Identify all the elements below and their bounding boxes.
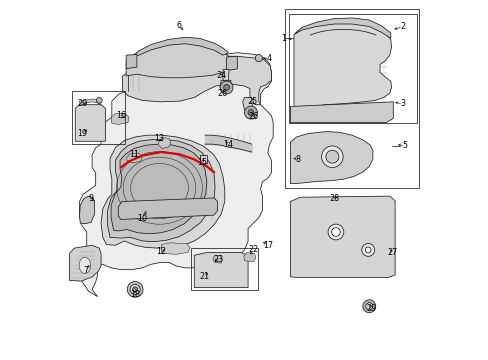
Ellipse shape [79,257,90,273]
Circle shape [362,300,375,313]
Circle shape [365,247,370,253]
Polygon shape [122,56,271,105]
Polygon shape [212,255,222,263]
Circle shape [255,54,262,62]
Polygon shape [101,135,224,248]
Text: 14: 14 [223,140,233,149]
Circle shape [220,81,233,94]
Text: 19: 19 [77,129,87,138]
Text: 28: 28 [329,194,339,203]
Text: 5: 5 [402,141,407,150]
Text: 25: 25 [247,96,257,105]
Polygon shape [158,138,171,148]
Polygon shape [294,18,390,39]
Polygon shape [226,56,237,71]
Circle shape [331,228,340,236]
Text: 12: 12 [156,247,166,256]
Circle shape [327,224,343,240]
Text: 4: 4 [266,54,271,63]
Polygon shape [80,99,101,105]
Polygon shape [131,37,228,58]
Polygon shape [126,153,142,163]
Polygon shape [75,105,105,141]
Polygon shape [80,53,273,297]
Bar [191,248,257,291]
Text: 20: 20 [77,99,87,108]
Text: 16: 16 [116,111,125,120]
Polygon shape [244,252,255,262]
Polygon shape [290,196,394,278]
Text: 26: 26 [217,89,227,98]
Bar [289,14,416,123]
Polygon shape [69,245,101,281]
Bar [284,9,418,188]
Text: 8: 8 [295,155,300,164]
Circle shape [132,287,137,292]
Bar [72,91,125,144]
Text: 2: 2 [400,22,405,31]
Circle shape [223,85,229,90]
Text: 27: 27 [386,248,397,257]
Text: 3: 3 [400,99,405,108]
Text: 9: 9 [88,194,93,203]
Polygon shape [194,252,247,288]
Polygon shape [111,114,129,125]
Text: 17: 17 [262,241,272,250]
Polygon shape [223,69,228,80]
Circle shape [365,303,372,310]
Text: 29: 29 [366,304,376,313]
Polygon shape [126,54,137,69]
Text: 22: 22 [248,246,258,255]
Polygon shape [107,139,215,242]
Circle shape [130,284,140,294]
Text: 21: 21 [199,271,209,280]
Polygon shape [80,196,94,224]
Text: 26: 26 [248,112,258,121]
Polygon shape [242,98,253,110]
Circle shape [247,110,253,116]
Polygon shape [290,132,372,184]
Text: 18: 18 [130,290,140,299]
Text: 10: 10 [137,214,147,223]
Polygon shape [126,43,228,78]
Circle shape [321,146,343,167]
Text: 6: 6 [176,21,181,30]
Text: 1: 1 [281,34,286,43]
Circle shape [96,98,102,103]
Polygon shape [290,102,392,123]
Polygon shape [200,155,206,163]
Circle shape [244,106,257,119]
Polygon shape [161,243,190,254]
Text: 24: 24 [216,71,226,80]
Circle shape [127,282,142,297]
Text: 15: 15 [197,158,207,167]
Text: 7: 7 [83,266,88,275]
Polygon shape [118,198,217,220]
Circle shape [325,150,338,163]
Circle shape [361,243,374,256]
Polygon shape [220,80,230,91]
Text: 13: 13 [154,134,164,143]
Polygon shape [111,144,206,234]
Polygon shape [293,22,391,108]
Text: 23: 23 [213,255,224,264]
Text: 11: 11 [129,150,139,159]
